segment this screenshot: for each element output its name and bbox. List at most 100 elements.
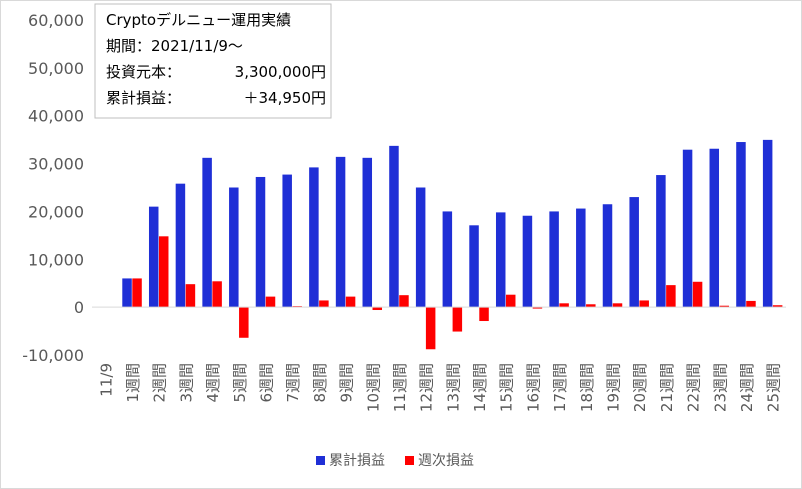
bar-weekly [212,281,222,308]
x-tick-label: 25週間 [765,363,783,412]
bar-weekly [505,294,516,308]
bar-cumulative [122,278,132,308]
bar-cumulative [415,187,426,308]
bar-weekly [158,236,169,308]
bar-weekly [425,307,436,350]
bar-weekly [719,305,730,308]
bar-cumulative [389,145,399,308]
x-tick-label: 10週間 [364,363,382,412]
bar-cumulative [549,211,559,308]
x-tick-label: 11/9 [97,363,115,397]
bar-cumulative [629,197,639,308]
bar-cumulative [175,183,186,308]
bar-weekly [319,300,329,308]
x-tick-label: 23週間 [711,363,729,412]
y-tick-label: 60,000 [28,11,84,30]
y-tick-label: 20,000 [28,202,84,221]
x-tick-label: 2週間 [151,363,169,403]
x-axis-ticks: 11/9 1週間 2週間 3週間 4週間 5週間 6週間 7週間 8週間 9週間 10週間 11週間 1… [97,363,782,412]
bar-cumulative [709,148,720,308]
x-tick-label: 9週間 [338,363,356,403]
bar-weekly [666,285,676,308]
x-tick-label: 15週間 [498,363,516,412]
bar-weekly [772,305,783,308]
legend-swatch-cumulative [316,456,325,465]
bar-cumulative [362,157,373,308]
bar-weekly [372,307,383,311]
bar-cumulative [682,149,693,308]
x-tick-label: 16週間 [524,363,542,412]
x-tick-label: 17週間 [551,363,569,412]
bar-weekly [586,304,596,308]
bar-weekly [132,278,142,308]
bar-weekly [532,307,543,309]
y-tick-label: 10,000 [28,250,84,269]
bar-weekly [746,300,756,308]
bar-cumulative [442,211,453,308]
bar-cumulative [282,174,292,308]
info-principal-label: 投資元本： [106,63,181,81]
bar-cumulative [522,215,533,308]
x-tick-label: 3週間 [177,363,195,403]
x-tick-label: 5週間 [231,363,249,403]
bar-weekly [185,284,196,308]
x-tick-label: 18週間 [578,363,596,412]
bar-cumulative [309,167,319,308]
bar-weekly [239,307,249,338]
bar-cumulative [255,176,266,308]
x-tick-label: 14週間 [471,363,489,412]
y-axis-ticks: -10,000 0 10,000 20,000 30,000 40,000 50,000 60… [22,11,84,365]
bar-cumulative [469,225,479,308]
x-tick-label: 6週間 [258,363,276,403]
bar-weekly [559,303,569,308]
bar-cumulative [656,175,666,308]
bar-cumulative [602,204,613,308]
bar-weekly [345,296,356,308]
bar-weekly [479,307,489,322]
y-tick-label: -10,000 [22,346,84,365]
x-tick-label: 11週間 [391,363,409,412]
x-tick-label: 8週間 [311,363,329,403]
x-tick-label: 24週間 [738,363,756,412]
info-period: 期間：2021/11/9～ [106,37,243,55]
bar-weekly [265,296,276,308]
x-tick-label: 13週間 [444,363,462,412]
bar-cumulative [495,212,506,308]
bar-weekly [692,281,703,308]
info-box: Cryptoデルニュー運用実績 期間：2021/11/9～ 投資元本： 3,30… [94,3,332,119]
x-tick-label: 1週間 [124,363,142,403]
x-tick-label: 12週間 [418,363,436,412]
bar-cumulative [229,187,239,308]
bar-cumulative [148,206,159,308]
legend: 累計損益 週次損益 [316,453,474,469]
info-cumulative-label: 累計損益： [106,89,181,107]
bar-cumulative [576,208,586,308]
x-tick-label: 22週間 [685,363,703,412]
x-tick-label: 4週間 [204,363,222,403]
info-principal-value: 3,300,000円 [235,63,326,81]
info-box-border [94,3,332,119]
legend-swatch-weekly [405,456,414,465]
legend-label-cumulative: 累計損益 [329,453,385,469]
y-tick-label: 0 [74,298,84,317]
bar-weekly [639,300,649,308]
bar-cumulative [736,142,746,308]
bar-weekly [399,295,409,308]
y-tick-label: 40,000 [28,107,84,126]
bar-cumulative [762,139,773,308]
x-tick-label: 21週間 [658,363,676,412]
bars [122,139,783,350]
bar-weekly [612,303,623,308]
info-cumulative-value: ＋34,950円 [244,89,327,107]
info-title: Cryptoデルニュー運用実績 [106,11,291,29]
x-tick-label: 7週間 [284,363,302,403]
legend-label-weekly: 週次損益 [418,453,474,469]
x-tick-label: 19週間 [605,363,623,412]
bar-cumulative [202,157,212,308]
bar-cumulative [335,156,346,308]
y-tick-label: 30,000 [28,155,84,174]
bar-weekly [452,307,463,332]
y-tick-label: 50,000 [28,59,84,78]
x-tick-label: 20週間 [631,363,649,412]
